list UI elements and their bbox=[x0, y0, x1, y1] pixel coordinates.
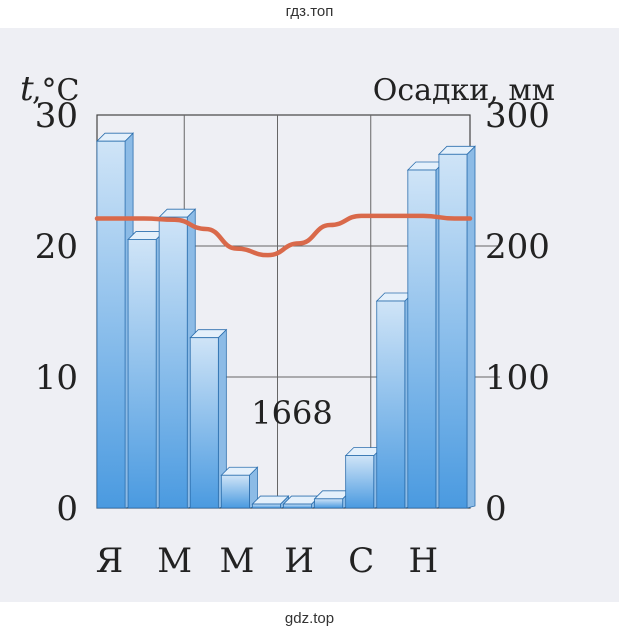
precip-bar bbox=[344, 446, 383, 509]
x-tick-label: Я bbox=[96, 541, 123, 581]
annual-precipitation-label: 1668 bbox=[251, 394, 332, 432]
right-tick-label: 100 bbox=[485, 358, 550, 398]
x-tick-label: Н bbox=[409, 541, 439, 581]
left-tick-label: 20 bbox=[35, 227, 78, 267]
x-tick-label: М bbox=[157, 541, 192, 581]
x-tick-label: С bbox=[348, 541, 374, 581]
x-tick-label: М bbox=[219, 541, 254, 581]
precip-bar bbox=[251, 495, 290, 509]
left-tick-label: 30 bbox=[35, 96, 78, 136]
left-axis-label-t: t bbox=[20, 69, 34, 109]
right-tick-label: 200 bbox=[485, 227, 550, 267]
right-tick-label: 0 bbox=[485, 489, 507, 529]
x-tick-label: И bbox=[284, 541, 314, 581]
left-axis-label-unit: ,°С bbox=[32, 73, 80, 108]
precip-bar bbox=[313, 489, 352, 509]
temperature-line bbox=[94, 213, 473, 258]
precip-bar bbox=[189, 328, 228, 509]
precip-bar bbox=[127, 230, 166, 509]
precip-bar bbox=[158, 208, 197, 509]
watermark-bottom: gdz.top bbox=[284, 610, 335, 627]
left-tick-label: 10 bbox=[35, 358, 78, 398]
precip-bar bbox=[96, 132, 135, 509]
left-tick-label: 0 bbox=[56, 489, 78, 529]
watermark-top: гдз.топ bbox=[285, 3, 334, 20]
climate-chart-panel: t ,°С Осадки, мм 0 10 20 30 0 100 200 300 1668 Я М… bbox=[0, 28, 619, 602]
right-axis-label: Осадки, мм bbox=[373, 73, 555, 108]
precip-bar bbox=[375, 292, 414, 509]
right-tick-label: 300 bbox=[485, 96, 550, 136]
precip-bar bbox=[437, 145, 476, 509]
precip-bar bbox=[220, 466, 259, 509]
precip-bar bbox=[282, 495, 321, 509]
